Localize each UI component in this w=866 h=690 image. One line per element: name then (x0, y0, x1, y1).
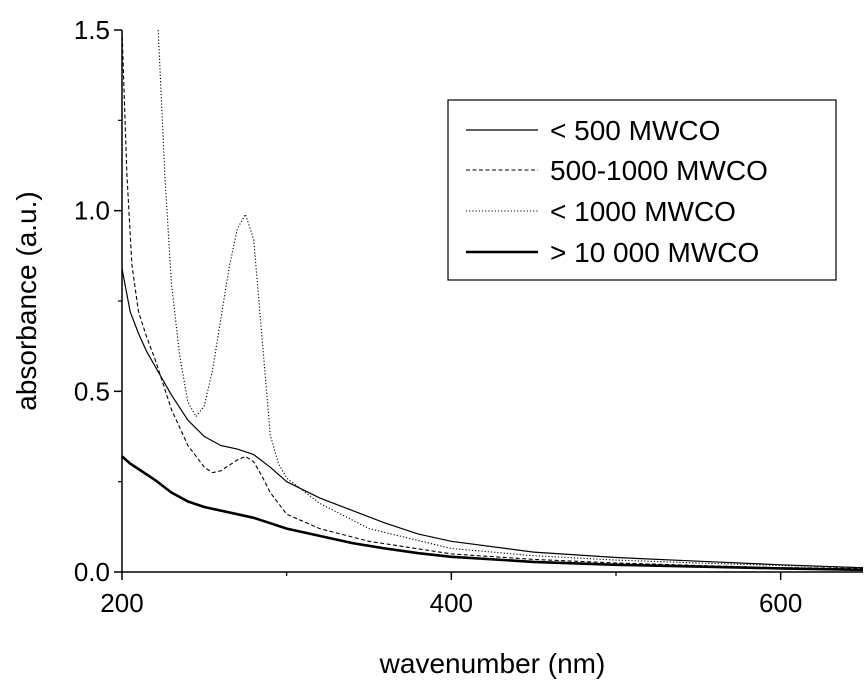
legend-label-2: 500-1000 MWCO (550, 155, 768, 186)
legend-label-4: > 10 000 MWCO (550, 237, 759, 268)
y-tick-label: 1.5 (74, 15, 110, 45)
y-tick-label: 0.0 (74, 557, 110, 587)
x-tick-label: 200 (100, 588, 143, 618)
plot-lines (122, 29, 863, 572)
x-tick-label: 600 (759, 588, 802, 618)
y-tick-label: 1.0 (74, 196, 110, 226)
series-line-2 (122, 29, 863, 569)
legend-label-3: < 1000 MWCO (550, 196, 736, 227)
legend-label-1: < 500 MWCO (550, 115, 720, 146)
series-line-4 (122, 455, 863, 572)
legend: < 500 MWCO 500-1000 MWCO < 1000 MWCO > 10 0… (447, 99, 837, 281)
axes: 0.0 0.5 1.0 1.5 200 400 600 (74, 15, 863, 618)
series-line-3 (157, 29, 863, 569)
series-line-1 (122, 268, 863, 569)
y-axis-title: absorbance (a.u.) (11, 191, 42, 410)
x-tick-label: 400 (430, 588, 473, 618)
x-axis-title: wavenumber (nm) (379, 648, 606, 679)
y-tick-label: 0.5 (74, 376, 110, 406)
